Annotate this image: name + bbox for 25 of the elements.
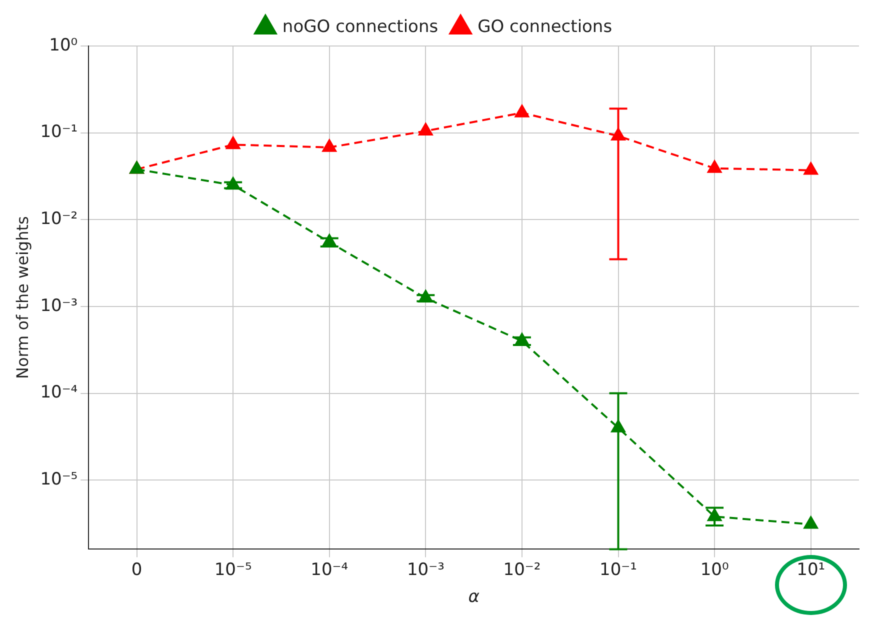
point: [418, 122, 433, 136]
x-tick-label: 10⁻⁴: [310, 560, 348, 580]
legend-label: GO connections: [478, 16, 612, 37]
x-tick-label: 10⁻²: [503, 560, 541, 580]
point: [514, 104, 530, 118]
x-tick-label: 10⁻³: [406, 560, 444, 580]
y-tick-label: 10⁻⁴: [40, 382, 78, 403]
y-axis-title: Norm of the weights: [12, 216, 32, 380]
y-tick-label: 10⁻¹: [40, 122, 78, 142]
y-tick-label: 10⁻²: [40, 209, 78, 230]
y-tick-label: 10⁰: [49, 35, 78, 56]
x-tick-label: 10¹: [796, 560, 826, 580]
x-tick-label: 10⁰: [700, 560, 729, 580]
point: [226, 136, 240, 150]
x-tick-label: 10⁻⁵: [214, 560, 252, 580]
y-tick-label: 10⁻⁵: [40, 470, 78, 490]
point: [322, 139, 336, 152]
legend-label: noGO connections: [282, 16, 438, 37]
x-axis-title: α: [468, 587, 480, 608]
point: [707, 160, 722, 173]
x-tick-label: 0: [131, 560, 142, 580]
point: [804, 162, 818, 175]
y-tick-label: 10⁻³: [40, 296, 78, 316]
x-tick-label: 10⁻¹: [600, 560, 637, 580]
point: [804, 516, 818, 529]
